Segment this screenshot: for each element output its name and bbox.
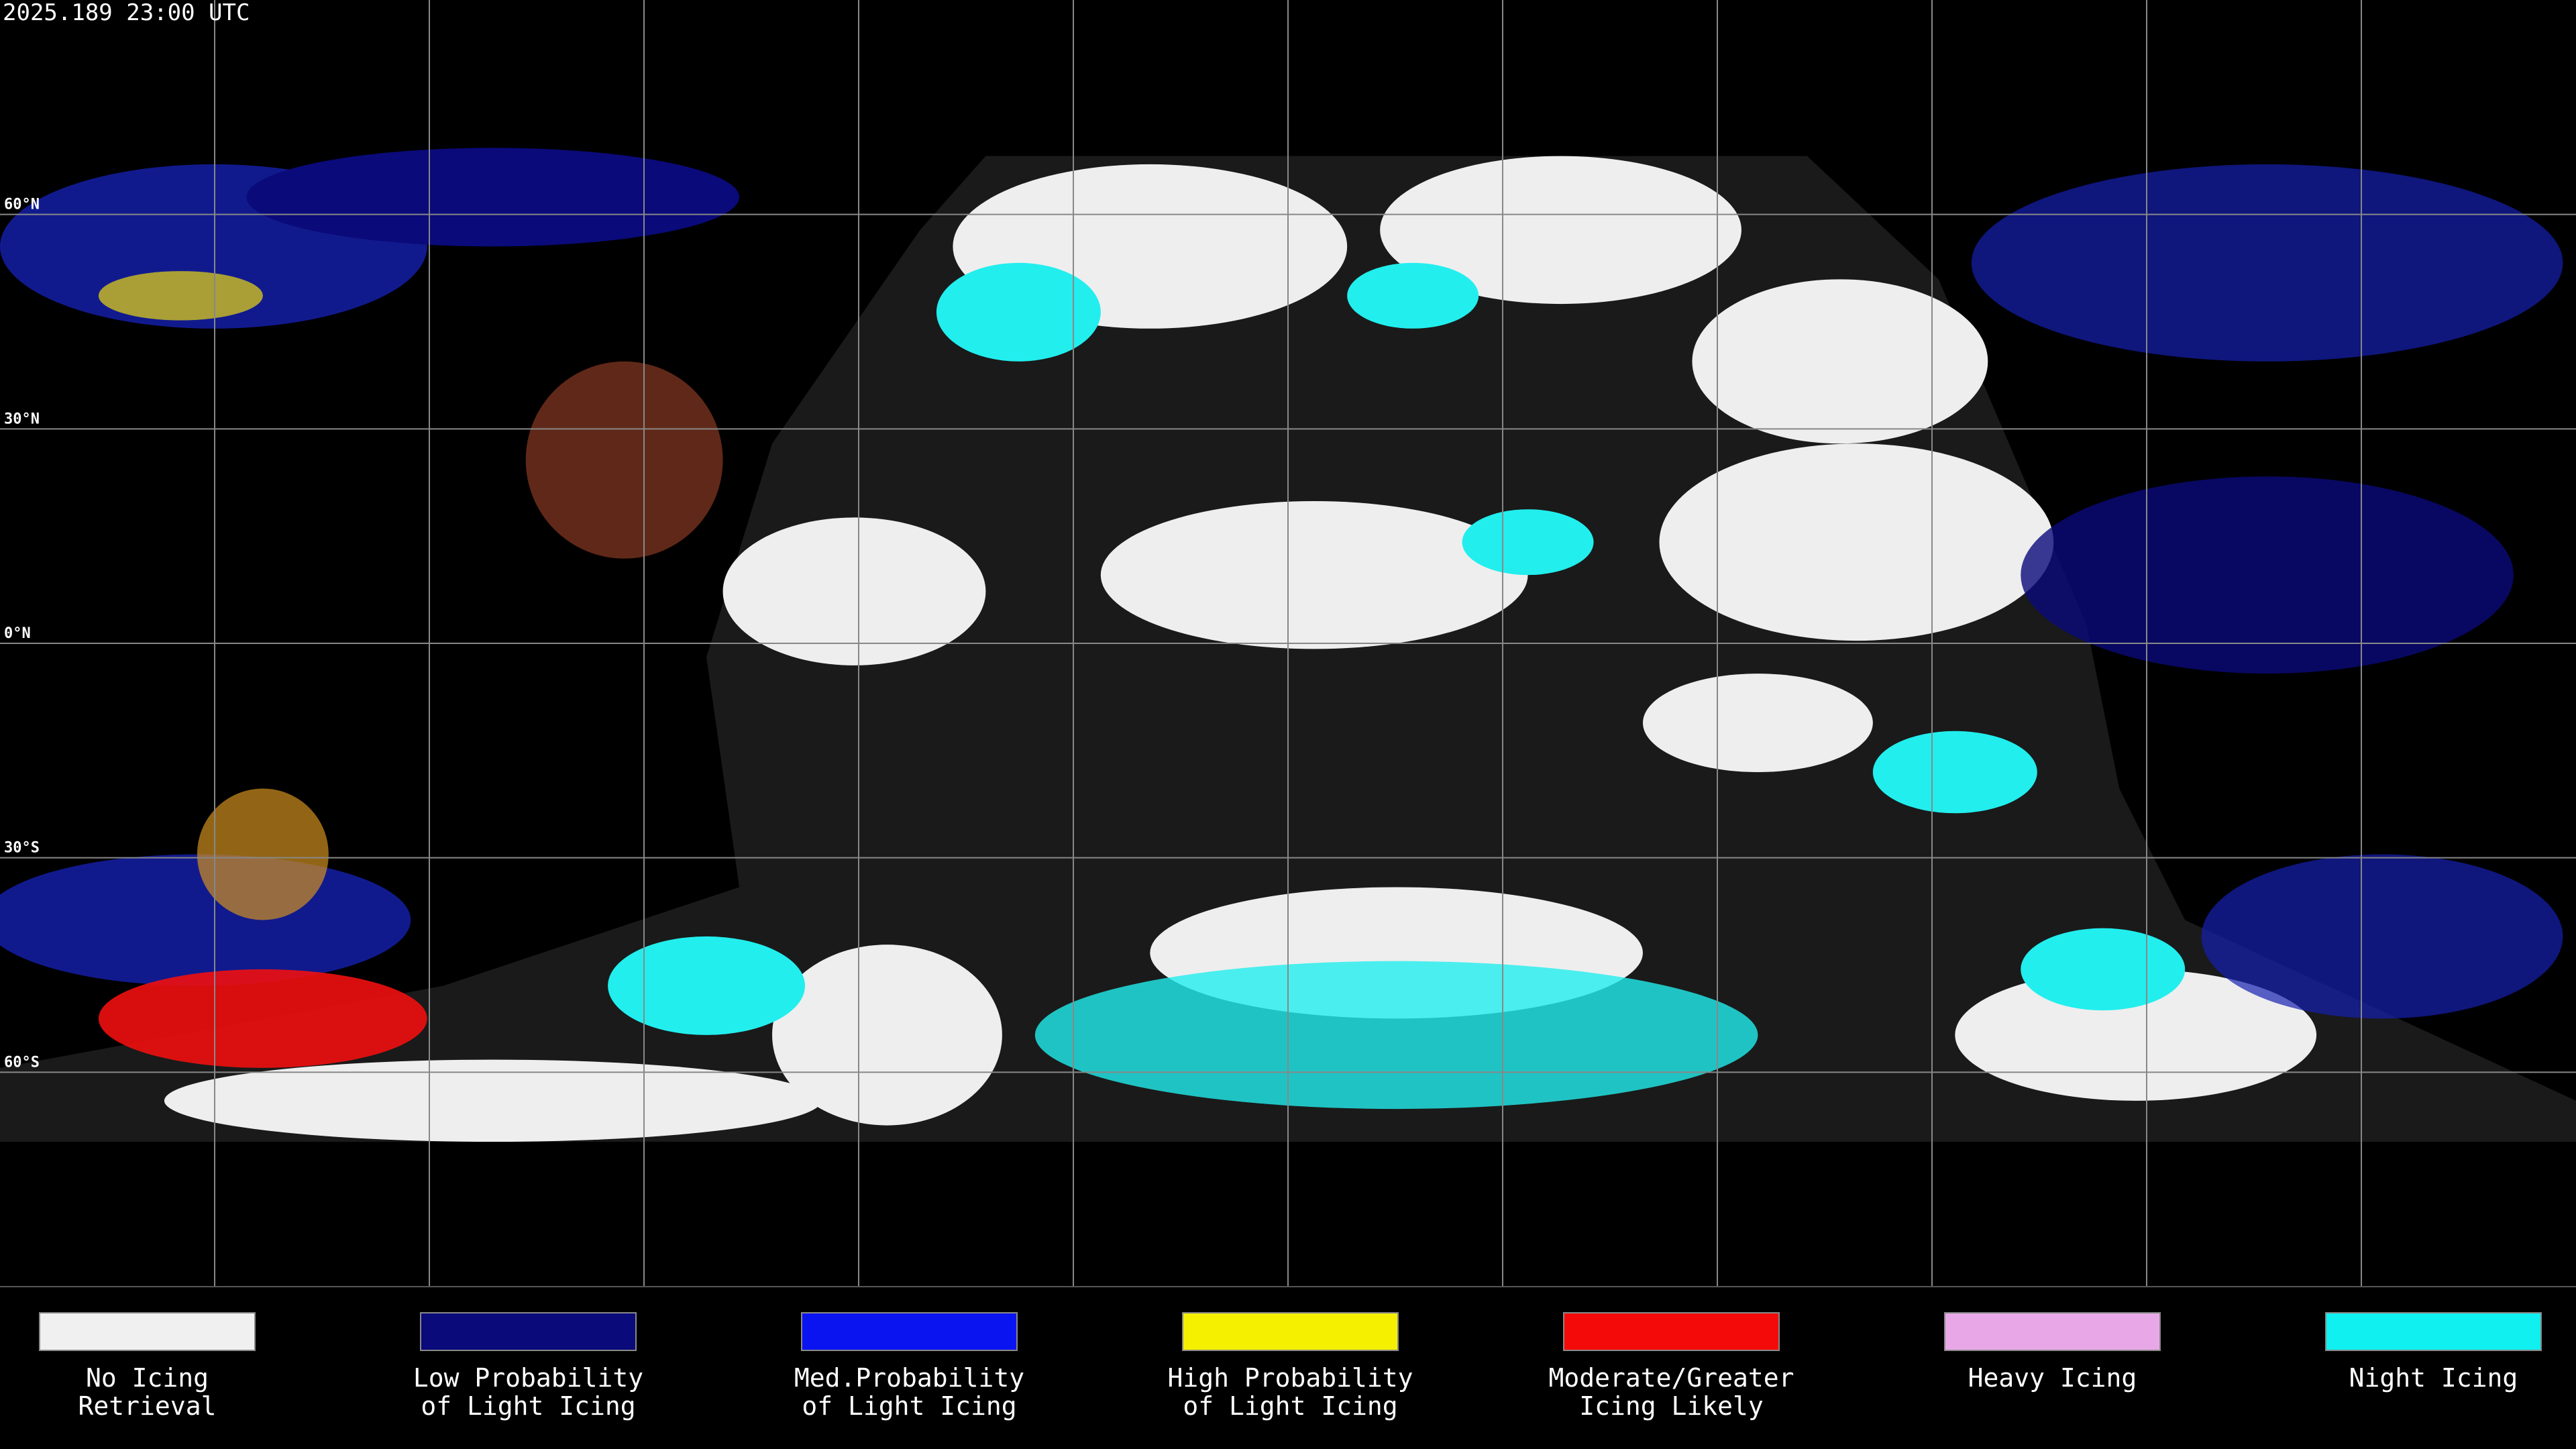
legend-label: Retrieval xyxy=(78,1391,217,1421)
cloud xyxy=(1955,969,2317,1101)
legend-swatch xyxy=(1944,1312,2161,1351)
cloud xyxy=(936,262,1101,362)
legend-swatch xyxy=(1563,1312,1780,1351)
legend-swatch xyxy=(2325,1312,2542,1351)
cloud xyxy=(1034,961,1758,1110)
legend-label: of Light Icing xyxy=(802,1391,1016,1421)
cloud xyxy=(772,945,1002,1126)
cloud xyxy=(1100,500,1528,649)
legend-label: High Probability xyxy=(1167,1363,1413,1393)
legend-label: of Light Icing xyxy=(421,1391,635,1421)
night-cloud xyxy=(1971,164,2563,362)
cloud xyxy=(608,936,806,1035)
legend-label: Heavy Icing xyxy=(1968,1363,2137,1393)
night-cloud xyxy=(2201,854,2563,1019)
cloud xyxy=(1462,509,1594,576)
cloud xyxy=(1659,443,2054,641)
legend-label: Moderate/Greater xyxy=(1548,1363,1794,1393)
legend-label: Med.Probability xyxy=(794,1363,1024,1393)
lat-label: 60°N xyxy=(4,197,40,213)
night-cloud xyxy=(246,148,740,247)
timestamp: 2025.189 23:00 UTC xyxy=(3,0,250,26)
lat-label: 30°S xyxy=(4,840,40,857)
lat-label: 30°N xyxy=(4,411,40,427)
lat-label: 60°S xyxy=(4,1054,40,1071)
cloud xyxy=(1692,279,1988,444)
lat-label: 0°N xyxy=(4,625,31,642)
legend-swatch xyxy=(420,1312,637,1351)
cloud xyxy=(722,517,986,665)
cloud xyxy=(164,1059,822,1142)
cloud xyxy=(1643,674,1873,773)
legend-label: No Icing xyxy=(86,1363,209,1393)
graticule: 60°N 30°N 0°N 30°S 60°S xyxy=(0,0,2576,1287)
night-cloud xyxy=(525,361,723,559)
night-cloud xyxy=(98,969,427,1068)
legend-label: Night Icing xyxy=(2349,1363,2518,1393)
night-cloud xyxy=(2021,476,2514,674)
cloud xyxy=(1347,262,1479,329)
legend-label: of Light Icing xyxy=(1183,1391,1397,1421)
legend-swatch xyxy=(39,1312,256,1351)
cloud xyxy=(1380,156,1741,305)
night-cloud xyxy=(197,788,329,920)
cloud xyxy=(1872,731,2037,814)
night-cloud xyxy=(98,271,263,321)
legend-label: Low Probability xyxy=(413,1363,643,1393)
cloud xyxy=(2021,928,2186,1011)
legend-label: Icing Likely xyxy=(1579,1391,1764,1421)
legend-swatch xyxy=(1182,1312,1399,1351)
legend-swatch xyxy=(801,1312,1018,1351)
